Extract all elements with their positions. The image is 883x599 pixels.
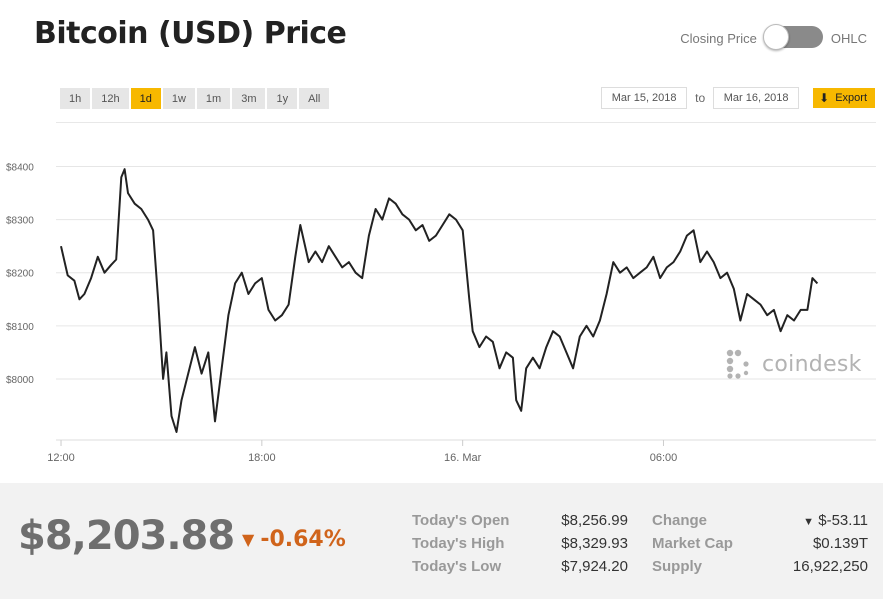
change-value: $-53.11: [818, 512, 868, 529]
stat-value: $7,924.20: [561, 558, 628, 575]
stat-value: $8,256.99: [561, 512, 628, 529]
down-triangle-icon: ▼: [803, 516, 815, 528]
stat-label: Market Cap: [652, 535, 733, 552]
stat-row: Market Cap $0.139T: [652, 532, 868, 555]
start-date-input[interactable]: [601, 87, 688, 109]
current-price: $8,203.88: [18, 513, 235, 559]
change-percent-value: -0.64%: [260, 527, 346, 552]
date-separator: to: [695, 91, 706, 105]
stat-value-change: ▼ $-53.11: [762, 512, 868, 529]
x-tick-label: 18:00: [248, 452, 276, 464]
y-tick-label: $8000: [6, 375, 34, 386]
coindesk-watermark: coindesk: [726, 349, 862, 379]
date-range: to ⬇ Export: [599, 87, 875, 109]
stat-row: Supply 16,922,250: [652, 555, 868, 578]
price-chart: $8400 $8300 $8200 $8100 $8000 12:00 18:00 16. M…: [6, 163, 876, 464]
range-button-1y[interactable]: 1y: [267, 88, 298, 109]
stat-label: Today's High: [412, 535, 505, 552]
export-label: Export: [835, 92, 867, 104]
closing-price-label[interactable]: Closing Price: [680, 30, 757, 46]
stats-panel: $8,203.88 ▼ -0.64% Today's Open $8,256.9…: [0, 483, 883, 599]
stat-value: $0.139T: [812, 535, 868, 552]
coindesk-logo-icon: [726, 349, 749, 379]
stat-row: Today's Open $8,256.99: [412, 509, 628, 532]
range-button-1m[interactable]: 1m: [196, 88, 231, 109]
y-tick-label: $8400: [6, 163, 34, 174]
brand-wordmark: coindesk: [762, 351, 862, 377]
stat-row: Today's High $8,329.93: [412, 532, 628, 555]
price-mode-toggle-group: Closing Price OHLC: [680, 24, 867, 52]
range-button-1h[interactable]: 1h: [60, 88, 91, 109]
stat-row: Change ▼ $-53.11: [652, 509, 868, 532]
page-title: Bitcoin (USD) Price: [34, 16, 347, 51]
export-button[interactable]: ⬇ Export: [813, 88, 875, 108]
stat-label: Today's Low: [412, 558, 502, 575]
stat-label: Supply: [652, 558, 703, 575]
price-change-percent: ▼ -0.64%: [242, 527, 346, 552]
x-tick-label: 06:00: [650, 452, 678, 464]
stat-value: 16,922,250: [792, 558, 868, 575]
chart-top-divider: [56, 122, 876, 123]
download-arrow-icon: ⬇: [819, 91, 830, 105]
range-button-1w[interactable]: 1w: [162, 88, 195, 109]
x-tick-label: 16. Mar: [444, 452, 482, 464]
price-mode-toggle[interactable]: [762, 24, 823, 50]
range-button-1d[interactable]: 1d: [130, 88, 161, 109]
x-tick-label: 12:00: [47, 452, 75, 464]
range-button-12h[interactable]: 12h: [92, 88, 129, 109]
range-button-3m[interactable]: 3m: [232, 88, 266, 109]
toggle-knob[interactable]: [762, 24, 789, 50]
stats-left-table: Today's Open $8,256.99 Today's High $8,3…: [412, 509, 628, 578]
stats-right-table: Change ▼ $-53.11 Market Cap $0.139T Supp…: [652, 509, 868, 578]
stat-label: Change: [652, 512, 708, 529]
time-range-selector: 1h 12h 1d 1w 1m 3m 1y All: [60, 88, 330, 109]
down-triangle-icon: ▼: [242, 530, 255, 549]
stat-label: Today's Open: [412, 512, 510, 529]
ohlc-label[interactable]: OHLC: [830, 30, 867, 46]
range-button-all[interactable]: All: [299, 88, 330, 109]
y-tick-label: $8200: [6, 269, 34, 280]
y-tick-label: $8100: [6, 322, 34, 333]
stat-value: $8,329.93: [561, 535, 628, 552]
y-tick-label: $8300: [6, 216, 34, 227]
price-series-line: [60, 168, 819, 433]
end-date-input[interactable]: [713, 87, 800, 109]
stat-row: Today's Low $7,924.20: [412, 555, 628, 578]
